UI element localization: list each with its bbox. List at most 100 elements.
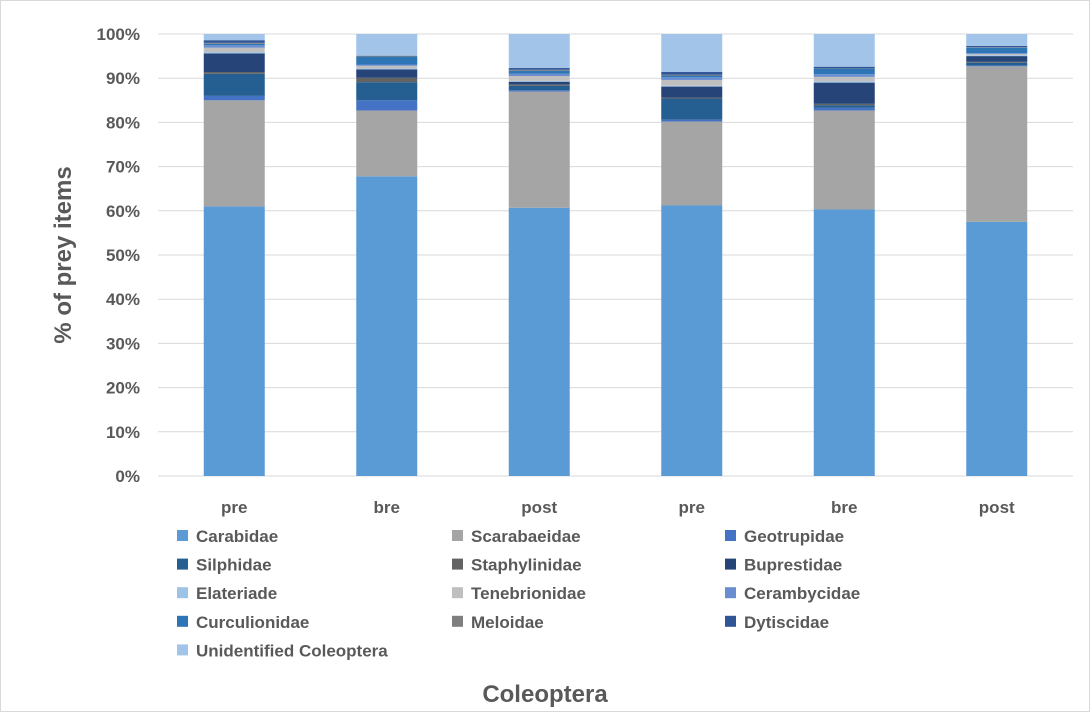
y-tick-label: 70%: [106, 158, 140, 177]
legend-item: Dytiscidae: [725, 613, 829, 632]
y-tick-label: 100%: [97, 25, 140, 44]
bar-segment: [356, 56, 418, 65]
bar-stack: [203, 34, 265, 476]
legend-label: Buprestidae: [744, 556, 842, 575]
legend-swatch: [452, 530, 463, 541]
legend-item: Carabidae: [177, 527, 278, 546]
bar-segment: [508, 80, 570, 82]
legend-swatch: [452, 587, 463, 599]
bar-stack: [508, 34, 570, 476]
y-tick-label: 90%: [106, 69, 140, 88]
bar-segment: [356, 55, 418, 57]
bar-segment: [661, 79, 723, 86]
legend-swatch: [452, 558, 463, 570]
bar-segment: [356, 64, 418, 66]
bar-stack: [356, 34, 418, 476]
bar-segment: [966, 61, 1028, 63]
bar-segment: [813, 34, 875, 67]
legend-swatch: [177, 587, 188, 599]
legend-item: Cerambycidae: [725, 584, 860, 603]
bar-segment: [203, 100, 265, 207]
legend-label: Geotrupidae: [744, 527, 844, 546]
bar-segment: [661, 74, 723, 76]
x-axis-ticks: pre bre post pre bre post: [221, 498, 1015, 517]
bar-segment: [203, 40, 265, 43]
x-tick-label: post: [979, 498, 1015, 517]
y-tick-label: 30%: [106, 334, 140, 353]
legend-swatch: [452, 615, 463, 627]
bar-segment: [203, 73, 265, 96]
legend-item: Curculionidae: [177, 613, 309, 632]
bar-segment: [813, 110, 875, 210]
y-tick-label: 0%: [115, 467, 140, 486]
bar-segment: [966, 53, 1028, 56]
bar-segment: [508, 68, 570, 70]
bar-segment: [508, 73, 570, 76]
bar-segment: [813, 209, 875, 476]
bar-segment: [813, 81, 875, 83]
y-axis-title: % of prey items: [50, 166, 77, 343]
legend-item: Meloidae: [452, 613, 544, 632]
legend: Carabidae Scarabaeidae Geotrupidae Silphida…: [177, 527, 860, 660]
bar-segment: [813, 66, 875, 69]
legend-item: Silphidae: [177, 556, 272, 575]
bar-segment: [203, 53, 265, 73]
bar-segment: [966, 65, 1028, 67]
legend-label: Meloidae: [471, 613, 544, 632]
bar-segment: [813, 105, 875, 108]
bar-stack: [661, 34, 723, 476]
bar-segment: [813, 68, 875, 75]
x-tick-label: bre: [831, 498, 857, 517]
bar-segment: [966, 45, 1028, 48]
bar-segment: [966, 66, 1028, 222]
bar-segment: [356, 82, 418, 101]
bar-segment: [356, 110, 418, 177]
legend-swatch: [725, 587, 736, 599]
y-tick-label: 10%: [106, 423, 140, 442]
legend-item: Scarabaeidae: [452, 527, 581, 546]
x-tick-label: pre: [679, 498, 705, 517]
bar-segment: [661, 119, 723, 122]
bar-segment: [508, 90, 570, 92]
bar-segment: [661, 85, 723, 87]
bar-segment: [966, 55, 1028, 57]
legend-item: Unidentified Coleoptera: [177, 641, 388, 660]
bar-segment: [203, 95, 265, 101]
bar-segment: [661, 34, 723, 73]
bar-segment: [966, 221, 1028, 476]
y-axis-ticks: 0% 10% 20% 30% 40% 50% 60% 70% 80% 90% 100%: [97, 25, 140, 486]
y-tick-label: 80%: [106, 113, 140, 132]
legend-label: Tenebrionidae: [471, 584, 586, 603]
legend-swatch: [177, 644, 188, 656]
bar-stack: [966, 34, 1028, 476]
legend-item: Staphylinidae: [452, 556, 582, 575]
bar-segment: [356, 68, 418, 70]
legend-item: Geotrupidae: [725, 527, 844, 546]
legend-label: Staphylinidae: [471, 556, 582, 575]
bar-segment: [661, 77, 723, 80]
bar-segment: [813, 103, 875, 106]
legend-swatch: [177, 558, 188, 570]
legend-swatch: [725, 615, 736, 627]
bar-segment: [661, 75, 723, 78]
bar-segment: [508, 81, 570, 85]
bar-segment: [356, 100, 418, 111]
bar-segment: [966, 62, 1028, 66]
legend-item: Elateriade: [177, 584, 277, 603]
bar-segment: [966, 34, 1028, 46]
bar-segment: [813, 76, 875, 82]
bar-segment: [356, 77, 418, 83]
bar-segment: [356, 176, 418, 476]
bar-segment: [508, 91, 570, 208]
bar-segment: [203, 45, 265, 48]
bar-segment: [966, 56, 1028, 62]
x-axis-title: Coleoptera: [482, 681, 608, 708]
bar-segment: [508, 84, 570, 86]
bar-segment: [203, 72, 265, 74]
bar-segment: [661, 205, 723, 476]
bar-segment: [813, 107, 875, 111]
bar-segment: [508, 207, 570, 476]
bar-segment: [813, 82, 875, 104]
